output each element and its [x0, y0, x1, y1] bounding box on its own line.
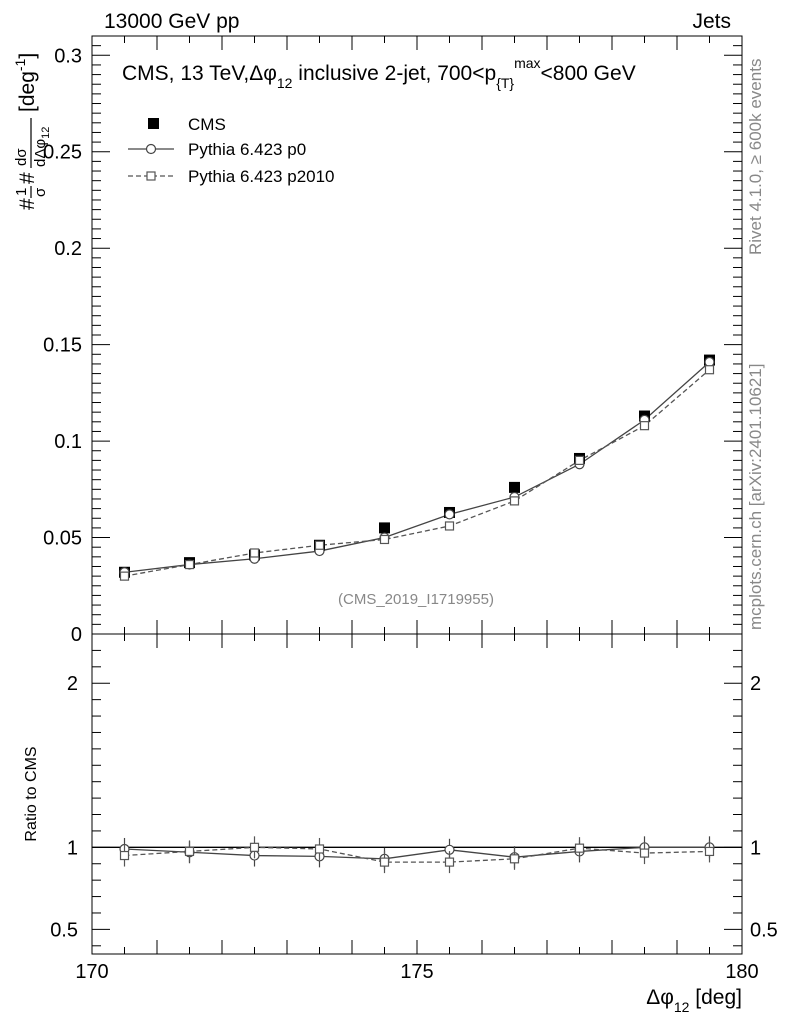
ratio-line-p2010	[124, 846, 710, 863]
ratio-ylabel: Ratio to CMS	[23, 746, 40, 841]
header-right: Jets	[692, 10, 731, 33]
legend-label-p0: Pythia 6.423 p0	[188, 140, 306, 159]
data-point-p2010	[314, 540, 325, 550]
svg-text:1: 1	[13, 188, 30, 196]
ratio-point-p2010	[704, 846, 715, 857]
y-tick-label-main: 0.3	[54, 45, 82, 67]
svg-text:dσ: dσ	[13, 148, 30, 166]
svg-text:σ: σ	[32, 187, 49, 197]
legend: CMS Pythia 6.423 p0 Pythia 6.423 p2010	[128, 115, 335, 186]
y-tick-label-main: 0.2	[54, 238, 82, 260]
y-tick-label-ratio-right: 0.5	[750, 919, 778, 941]
data-point-p2010	[704, 365, 715, 375]
data-point-cms	[379, 522, 390, 534]
data-point-p2010	[249, 548, 260, 558]
y-tick-label-ratio: 0.5	[50, 919, 78, 941]
ratio-point-p2010	[639, 848, 650, 858]
data-point-p2010	[119, 571, 130, 581]
ratio-plot-frame	[91, 633, 743, 955]
data-point-p2010	[379, 534, 390, 545]
y-tick-label-ratio-right: 2	[750, 673, 761, 695]
y-tick-label-main: 0	[71, 624, 82, 646]
ratio-point-p2010	[509, 854, 520, 864]
y-tick-label-ratio-right: 1	[750, 837, 761, 859]
ratio-point-p2010	[184, 846, 195, 857]
main-ticks: 0 0.05 0.1 0.15 0.2 0.25 0.3	[43, 35, 743, 646]
svg-text:[deg-1]: [deg-1]	[12, 53, 39, 112]
header-left: 13000 GeV pp	[104, 10, 239, 33]
series-line-p2010	[124, 369, 710, 577]
rivet-label: Rivet 4.1.0, ≥ 600k events	[746, 59, 765, 255]
data-point-p2010	[574, 455, 585, 465]
mcplots-label: mcplots.cern.ch [arXiv:2401.10621]	[746, 364, 765, 630]
legend-marker-cms	[148, 118, 159, 129]
y-tick-label-main: 0.15	[43, 335, 82, 357]
analysis-watermark: (CMS_2019_I1719955)	[338, 591, 494, 608]
svg-text:#: #	[16, 172, 39, 184]
data-point-p0	[444, 509, 455, 520]
y-tick-label-main: 0.05	[43, 528, 82, 550]
x-tick-label: 175	[400, 961, 433, 983]
ratio-point-p2010	[574, 843, 585, 853]
ratio-point-p2010	[119, 850, 130, 861]
ratio-point-p2010	[379, 857, 390, 867]
y-tick-label-ratio: 1	[67, 837, 78, 859]
ratio-line-p0	[124, 846, 710, 860]
main-ylabel: # 1 σ # dσ dΔφ12 [deg-1]	[12, 53, 52, 210]
ratio-point-p2010	[444, 857, 455, 867]
x-axis-label: Δφ12 [deg]	[646, 986, 742, 1015]
y-tick-label-ratio: 2	[67, 673, 78, 695]
data-point-p2010	[639, 421, 650, 431]
x-tick-label: 180	[725, 961, 758, 983]
data-point-p2010	[444, 521, 455, 531]
main-series	[119, 354, 715, 581]
data-point-cms	[509, 481, 520, 493]
legend-label-p2010: Pythia 6.423 p2010	[188, 167, 335, 186]
legend-marker-p0	[145, 143, 157, 155]
y-tick-label-main: 0.25	[43, 142, 82, 164]
svg-text:dΔφ12: dΔφ12	[32, 127, 52, 167]
series-line-p0	[124, 361, 710, 573]
data-point-p2010	[184, 559, 195, 570]
legend-label-cms: CMS	[188, 115, 226, 134]
svg-text:#: #	[16, 198, 39, 210]
ratio-series	[92, 836, 742, 874]
y-tick-label-main: 0.1	[54, 431, 82, 453]
ratio-point-p2010	[249, 842, 260, 852]
data-point-p2010	[509, 496, 520, 506]
x-tick-label: 170	[75, 961, 108, 983]
legend-marker-p2010	[146, 171, 156, 181]
main-title: CMS, 13 TeV,Δφ12 inclusive 2-jet, 700<p{…	[122, 55, 636, 91]
ratio-point-p2010	[314, 844, 325, 854]
ratio-ticks: 0.5 0.5 1 1 2 2 170 175 180	[50, 634, 778, 983]
